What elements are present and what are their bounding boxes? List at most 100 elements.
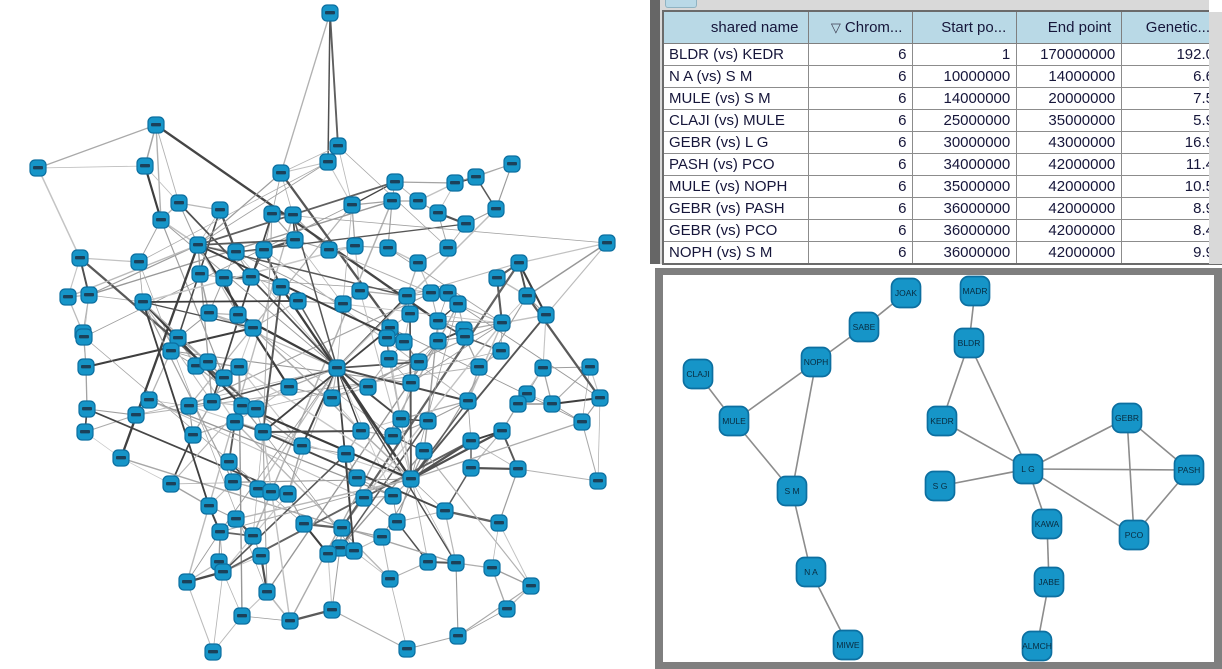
network-node[interactable]	[272, 164, 290, 182]
cell-value[interactable]: 170000000	[1016, 43, 1123, 66]
cell-value[interactable]: 1	[912, 43, 1018, 66]
network-node[interactable]	[462, 459, 480, 477]
network-node[interactable]	[543, 395, 561, 413]
table-row[interactable]: GEBR (vs) PASH 6 36000000 42000000 8.9	[662, 197, 1222, 220]
network-node[interactable]	[490, 514, 508, 532]
network-node[interactable]	[200, 304, 218, 322]
network-node[interactable]	[510, 254, 528, 272]
network-node[interactable]	[320, 241, 338, 259]
cell-value[interactable]: 14000000	[912, 87, 1018, 110]
network-node[interactable]	[509, 460, 527, 478]
cell-value[interactable]: 16.9	[1121, 131, 1222, 154]
table-row[interactable]: MULE (vs) S M 6 14000000 20000000 7.5	[662, 87, 1222, 110]
network-node[interactable]	[29, 159, 47, 177]
network-node[interactable]	[262, 483, 280, 501]
network-node[interactable]	[211, 201, 229, 219]
cell-value[interactable]: 43000000	[1016, 131, 1123, 154]
network-node[interactable]	[509, 395, 527, 413]
network-node[interactable]	[203, 393, 221, 411]
network-node[interactable]	[215, 269, 233, 287]
network-node[interactable]	[429, 204, 447, 222]
cell-value[interactable]: 10.5	[1121, 175, 1222, 198]
cell-value[interactable]: 35000000	[1016, 109, 1123, 132]
table-row[interactable]: NOPH (vs) S M 6 36000000 42000000 9.9	[662, 241, 1222, 265]
network-node[interactable]	[462, 432, 480, 450]
network-node[interactable]	[233, 397, 251, 415]
network-node[interactable]	[493, 422, 511, 440]
graph-node-almch[interactable]: ALMCH	[1021, 630, 1053, 662]
graph-node-s-m[interactable]: S M	[776, 475, 808, 507]
network-node[interactable]	[224, 473, 242, 491]
network-node[interactable]	[409, 192, 427, 210]
network-node[interactable]	[136, 157, 154, 175]
network-node[interactable]	[398, 640, 416, 658]
network-node[interactable]	[351, 282, 369, 300]
network-node[interactable]	[293, 437, 311, 455]
network-node[interactable]	[446, 174, 464, 192]
network-node[interactable]	[249, 480, 267, 498]
network-node[interactable]	[227, 510, 245, 528]
network-node[interactable]	[323, 389, 341, 407]
network-node[interactable]	[189, 236, 207, 254]
cell-value[interactable]: 192.0	[1121, 43, 1222, 66]
network-node[interactable]	[401, 305, 419, 323]
cell-value[interactable]: 6	[808, 197, 914, 220]
cell-value[interactable]: 6	[808, 87, 914, 110]
network-node[interactable]	[215, 369, 233, 387]
network-node[interactable]	[598, 234, 616, 252]
table-row[interactable]: N A (vs) S M 6 10000000 14000000 6.6	[662, 65, 1222, 88]
network-node[interactable]	[395, 333, 413, 351]
cell-value[interactable]: 9.9	[1121, 241, 1222, 265]
cell-value[interactable]: 6	[808, 131, 914, 154]
cell-value[interactable]: 36000000	[912, 197, 1018, 220]
graph-node-jabe[interactable]: JABE	[1033, 566, 1065, 598]
cell-shared-name[interactable]: GEBR (vs) L G	[662, 131, 810, 154]
network-node[interactable]	[279, 485, 297, 503]
graph-node-claji[interactable]: CLAJI	[682, 358, 714, 390]
network-node[interactable]	[162, 475, 180, 493]
network-node[interactable]	[233, 607, 251, 625]
network-node[interactable]	[456, 328, 474, 346]
network-node[interactable]	[384, 427, 402, 445]
graph-node-madr[interactable]: MADR	[959, 275, 991, 307]
network-node[interactable]	[439, 284, 457, 302]
cell-value[interactable]: 35000000	[912, 175, 1018, 198]
network-node[interactable]	[467, 168, 485, 186]
network-node[interactable]	[71, 249, 89, 267]
network-node[interactable]	[449, 627, 467, 645]
network-node[interactable]	[492, 342, 510, 360]
network-node[interactable]	[199, 353, 217, 371]
network-node[interactable]	[534, 359, 552, 377]
network-node[interactable]	[589, 472, 607, 490]
cell-shared-name[interactable]: PASH (vs) PCO	[662, 153, 810, 176]
cell-value[interactable]: 6	[808, 65, 914, 88]
network-node[interactable]	[355, 489, 373, 507]
network-node[interactable]	[162, 342, 180, 360]
graph-node-kedr[interactable]: KEDR	[926, 405, 958, 437]
network-node[interactable]	[321, 4, 339, 22]
network-node[interactable]	[242, 268, 260, 286]
network-node[interactable]	[348, 469, 366, 487]
network-node[interactable]	[378, 329, 396, 347]
cell-value[interactable]: 7.5	[1121, 87, 1222, 110]
graph-node-miwe[interactable]: MIWE	[832, 629, 864, 661]
network-node[interactable]	[319, 153, 337, 171]
cell-value[interactable]: 25000000	[912, 109, 1018, 132]
network-node[interactable]	[329, 137, 347, 155]
detail-network-canvas[interactable]: JOAK SABE MADR BLDR NOPH CLAJI MULE KEDR GEBR L G…	[655, 268, 1222, 669]
network-node[interactable]	[226, 413, 244, 431]
network-node[interactable]	[77, 358, 95, 376]
graph-node-joak[interactable]: JOAK	[890, 277, 922, 309]
cell-value[interactable]: 42000000	[1016, 219, 1123, 242]
table-row[interactable]: GEBR (vs) L G 6 30000000 43000000 16.9	[662, 131, 1222, 154]
network-node[interactable]	[134, 293, 152, 311]
network-node[interactable]	[388, 513, 406, 531]
graph-node-gebr[interactable]: GEBR	[1111, 402, 1143, 434]
cell-value[interactable]: 20000000	[1016, 87, 1123, 110]
network-node[interactable]	[244, 319, 262, 337]
table-row[interactable]: BLDR (vs) KEDR 6 1 170000000 192.0	[662, 43, 1222, 66]
column-header-shared-name[interactable]: shared name	[662, 10, 810, 44]
network-node[interactable]	[459, 392, 477, 410]
graph-node-mule[interactable]: MULE	[718, 405, 750, 437]
network-node[interactable]	[80, 286, 98, 304]
